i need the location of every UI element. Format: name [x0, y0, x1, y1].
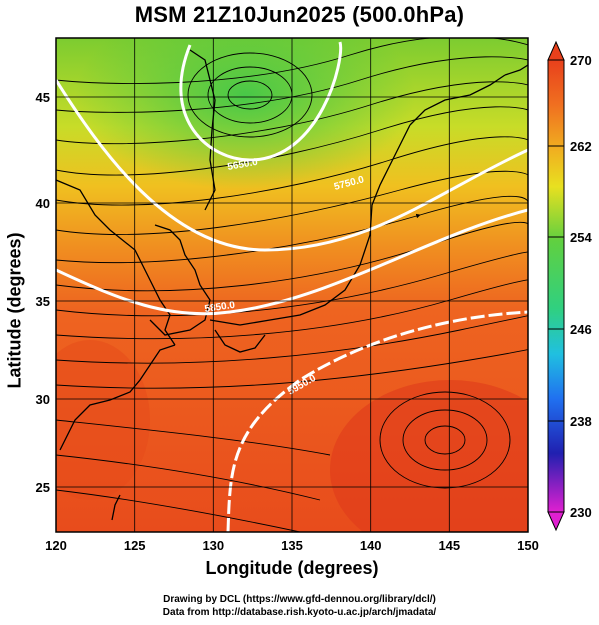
x-tick-125: 125 — [124, 538, 146, 553]
y-tick-35: 35 — [36, 294, 50, 309]
colorbar-scale — [547, 59, 565, 513]
colorbar-tick-labels: 270 262 254 246 238 230 — [570, 53, 592, 520]
cold-low-region — [75, 38, 415, 190]
graticule — [56, 38, 528, 532]
colorbar-top-arrow — [547, 40, 565, 61]
cb-tick-262: 262 — [570, 139, 592, 154]
credit-line-2: Data from http://database.rish.kyoto-u.a… — [162, 607, 437, 618]
x-tick-140: 140 — [360, 538, 382, 553]
plot-frame — [55, 37, 529, 533]
x-tick-labels: 120 125 130 135 140 145 150 — [45, 538, 539, 553]
cb-tick-238: 238 — [570, 414, 592, 429]
cb-tick-230: 230 — [570, 505, 592, 520]
x-tick-135: 135 — [281, 538, 303, 553]
colorbar-bottom-arrow — [547, 511, 565, 532]
credits: Drawing by DCL (https://www.gfd-dennou.o… — [0, 593, 599, 619]
y-tick-40: 40 — [36, 196, 50, 211]
x-tick-145: 145 — [438, 538, 460, 553]
x-axis-label: Longitude (degrees) — [205, 558, 379, 578]
x-tick-120: 120 — [45, 538, 67, 553]
streamlines — [56, 38, 528, 532]
y-tick-labels: 25 30 35 40 45 — [36, 90, 50, 495]
contour-label-3: 5850.0 — [204, 300, 236, 315]
cb-tick-270: 270 — [570, 53, 592, 68]
y-tick-30: 30 — [36, 392, 50, 407]
contour-label-1: 5650.0 — [227, 157, 259, 173]
x-tick-150: 150 — [517, 538, 539, 553]
x-tick-130: 130 — [202, 538, 224, 553]
y-tick-25: 25 — [36, 480, 50, 495]
height-contours — [56, 41, 528, 532]
chart-title: MSM 21Z10Jun2025 (500.0hPa) — [134, 2, 465, 27]
cb-tick-254: 254 — [570, 230, 592, 245]
credit-line-1: Drawing by DCL (https://www.gfd-dennou.o… — [163, 594, 436, 605]
y-tick-45: 45 — [36, 90, 50, 105]
cb-tick-246: 246 — [570, 322, 592, 337]
y-axis-label: Latitude (degrees) — [4, 232, 25, 389]
